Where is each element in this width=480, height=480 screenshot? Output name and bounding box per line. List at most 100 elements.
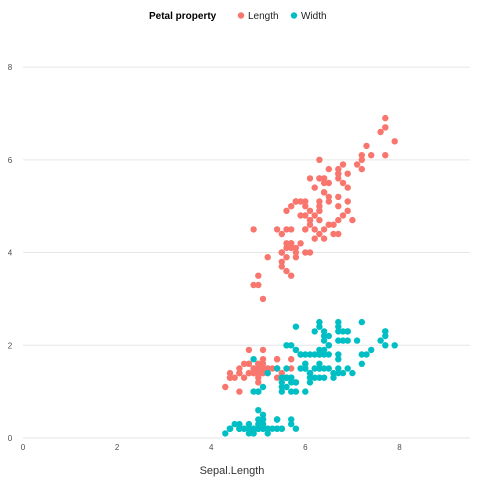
data-point: [222, 430, 229, 437]
data-point: [335, 365, 342, 372]
data-point: [250, 369, 257, 377]
data-point: [278, 379, 285, 386]
data-point: [259, 425, 267, 432]
data-point: [255, 425, 262, 432]
data-point: [316, 351, 323, 358]
data-point: [245, 420, 253, 428]
data-point: [278, 263, 285, 270]
data-point: [330, 374, 337, 381]
data-point: [288, 420, 295, 428]
data-point: [339, 179, 347, 187]
x-tick-label: 4: [209, 443, 214, 452]
data-point: [292, 244, 300, 252]
data-point: [316, 374, 323, 381]
data-point: [363, 351, 370, 358]
data-point: [344, 184, 351, 191]
data-point: [391, 342, 398, 349]
data-point: [330, 221, 337, 228]
data-point: [316, 318, 323, 326]
data-point: [320, 179, 328, 187]
legend-label-width: Width: [301, 11, 327, 22]
data-point: [339, 161, 347, 168]
data-point: [255, 365, 262, 372]
data-point: [278, 374, 285, 381]
data-point: [320, 337, 328, 344]
data-point: [250, 226, 257, 233]
data-point: [344, 198, 351, 205]
data-point: [302, 198, 309, 205]
data-point: [311, 374, 318, 381]
data-point: [259, 411, 267, 418]
data-point: [288, 342, 295, 349]
data-point: [264, 254, 271, 261]
data-point: [335, 369, 342, 377]
data-point: [292, 198, 300, 205]
data-point: [259, 360, 267, 367]
data-point: [226, 374, 234, 381]
data-point: [382, 124, 389, 131]
data-point: [353, 161, 361, 168]
data-point: [255, 360, 262, 367]
data-point: [339, 328, 347, 335]
data-point: [288, 244, 295, 252]
data-point: [311, 212, 318, 219]
data-point: [335, 323, 342, 330]
data-point: [250, 281, 257, 289]
data-point: [302, 212, 309, 219]
data-point: [288, 379, 295, 386]
data-point: [250, 425, 257, 432]
data-point: [302, 360, 309, 367]
data-point: [335, 193, 342, 201]
data-point: [306, 351, 314, 358]
data-point: [320, 346, 328, 354]
data-point: [236, 425, 243, 432]
data-point: [297, 212, 304, 219]
data-point: [259, 369, 267, 377]
data-point: [283, 383, 290, 391]
data-point: [259, 295, 267, 303]
data-point: [349, 216, 356, 224]
data-point: [311, 365, 318, 372]
data-point: [335, 216, 342, 224]
data-point: [240, 425, 248, 432]
data-point: [306, 374, 314, 381]
data-point: [325, 193, 332, 201]
data-point: [306, 221, 314, 228]
data-point: [255, 416, 262, 423]
data-point: [259, 416, 267, 423]
data-point: [255, 374, 262, 381]
data-point: [382, 328, 389, 335]
data-point: [259, 383, 267, 391]
data-point: [278, 369, 285, 377]
data-point: [273, 425, 281, 432]
data-point: [278, 249, 285, 256]
y-tick-label: 6: [8, 156, 13, 165]
data-point: [353, 337, 361, 344]
data-point: [255, 420, 262, 428]
data-point: [316, 203, 323, 210]
data-point: [283, 226, 290, 233]
data-point: [255, 369, 262, 377]
data-point: [283, 374, 290, 381]
x-axis-label: Sepal.Length: [200, 465, 265, 477]
data-point: [335, 170, 342, 177]
data-point: [320, 374, 328, 381]
data-point: [283, 240, 290, 247]
data-point: [339, 337, 347, 344]
y-tick-label: 0: [8, 434, 13, 443]
data-point: [306, 249, 314, 256]
data-point: [320, 175, 328, 182]
data-point: [292, 254, 300, 261]
data-point: [297, 351, 304, 358]
y-axis: 0 2 4 6 8: [8, 63, 13, 443]
data-point: [311, 226, 318, 233]
data-point: [335, 203, 342, 210]
data-point: [306, 369, 314, 377]
data-point: [288, 203, 295, 210]
data-point: [288, 365, 295, 372]
data-point: [335, 351, 342, 358]
data-point: [283, 365, 290, 372]
data-point: [311, 328, 318, 335]
data-point: [255, 272, 262, 279]
data-point: [259, 365, 267, 372]
